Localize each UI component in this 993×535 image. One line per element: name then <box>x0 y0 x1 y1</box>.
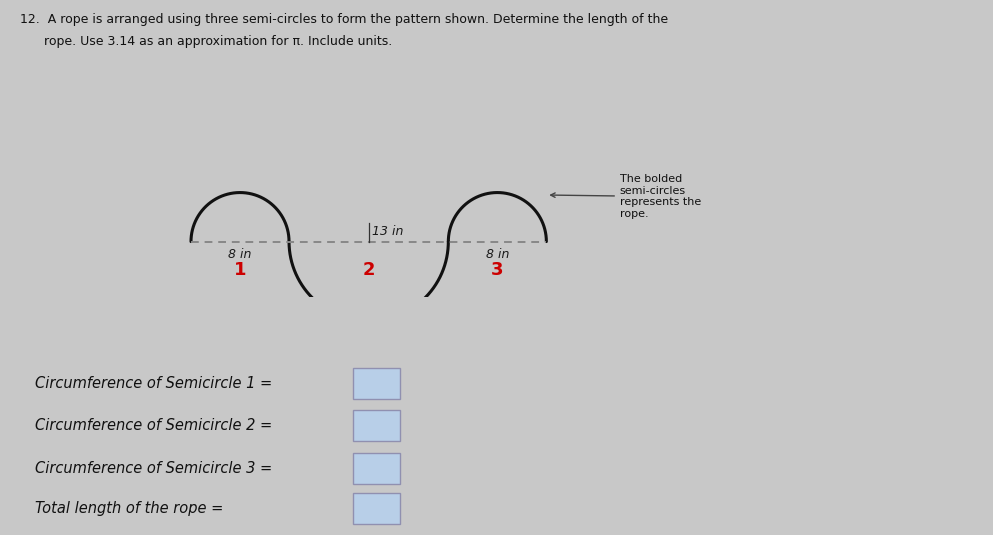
Text: 2: 2 <box>362 261 375 279</box>
Text: Total length of the rope =: Total length of the rope = <box>35 501 223 516</box>
Text: Circumference of Semicircle 3 =: Circumference of Semicircle 3 = <box>35 461 272 476</box>
Text: rope. Use 3.14 as an approximation for π. Include units.: rope. Use 3.14 as an approximation for π… <box>20 35 392 48</box>
Text: The bolded
semi-circles
represents the
rope.: The bolded semi-circles represents the r… <box>551 174 701 219</box>
Text: 1: 1 <box>233 261 246 279</box>
Text: 8 in: 8 in <box>228 248 251 261</box>
Text: Circumference of Semicircle 2 =: Circumference of Semicircle 2 = <box>35 418 272 433</box>
Text: 13 in: 13 in <box>372 225 404 238</box>
Text: 3: 3 <box>492 261 503 279</box>
Text: 12.  A rope is arranged using three semi-circles to form the pattern shown. Dete: 12. A rope is arranged using three semi-… <box>20 13 668 26</box>
Text: Circumference of Semicircle 1 =: Circumference of Semicircle 1 = <box>35 376 272 391</box>
Text: 8 in: 8 in <box>486 248 509 261</box>
